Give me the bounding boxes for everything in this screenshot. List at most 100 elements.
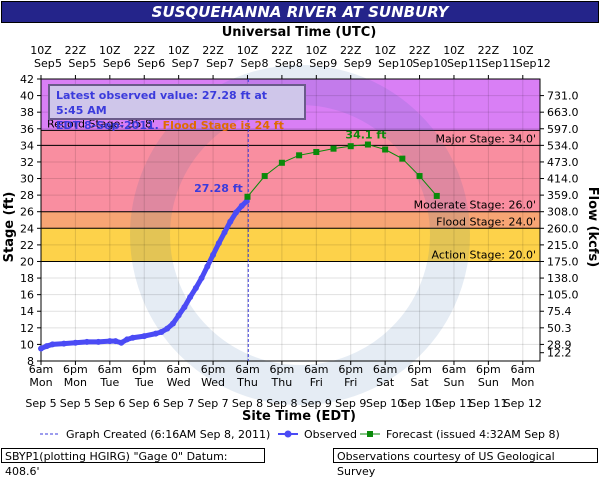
top-tick-month-0: Sep	[34, 57, 55, 70]
x-tick-time-24: 6am	[98, 363, 122, 376]
legend-observed-marker	[284, 430, 292, 438]
left-axis-title: Stage (ft)	[2, 192, 17, 263]
x-date-108: Sep 9	[335, 397, 366, 410]
stage-label-5: Action Stage: 20.0'	[432, 248, 536, 261]
plot-frame	[40, 78, 541, 362]
x-tick-day-144: Sun	[443, 376, 464, 389]
forecast-point-0	[244, 193, 251, 200]
top-tick-date-60: 7	[227, 57, 234, 70]
top-tick-time-96: 10Z	[306, 44, 328, 57]
observed-point-8	[112, 338, 119, 345]
stage-band-4	[41, 228, 540, 262]
flow-tick-label-20: 175.0	[547, 255, 579, 268]
y-tick-label-18: 18	[20, 272, 34, 285]
flow-tick-label-18: 138.0	[547, 272, 579, 285]
observed-point-28	[238, 202, 245, 209]
flow-tick-label-24: 260.0	[547, 222, 579, 235]
x-tick-time-72: 6am	[235, 363, 259, 376]
x-tick-day-156: Sun	[478, 376, 499, 389]
top-tick-month-48: Sep	[172, 57, 193, 70]
top-tick-month-24: Sep	[103, 57, 124, 70]
top-tick-date-144: 11	[468, 57, 482, 70]
flood-stage-note: Flood Stage is 24 ft	[162, 119, 284, 132]
x-date-144: Sep 11	[435, 397, 473, 410]
top-tick-month-108: Sep	[344, 57, 365, 70]
top-tick-month-84: Sep	[275, 57, 296, 70]
top-tick-time-36: 22Z	[133, 44, 155, 57]
x-tick-day-120: Sat	[376, 376, 395, 389]
top-tick-date-48: 7	[193, 57, 200, 70]
gage-datum-note: SBYP1(plotting HGIRG) "Gage 0" Datum: 40…	[1, 448, 265, 478]
y-tick-label-28: 28	[20, 189, 34, 202]
x-tick-day-60: Wed	[201, 376, 225, 389]
top-tick-date-36: 6	[158, 57, 165, 70]
y-tick-label-16: 16	[20, 289, 34, 302]
flow-tick-label-9: 12.2	[547, 347, 572, 360]
axis-ticks: 8101214161820222426283032343638404212.22…	[20, 44, 579, 410]
top-tick-date-24: 6	[124, 57, 131, 70]
top-tick-month-132: Sep	[413, 57, 434, 70]
y-tick-label-26: 26	[20, 206, 34, 219]
flow-tick-label-26: 308.0	[547, 206, 579, 219]
forecast-point-9	[399, 155, 406, 162]
observed-point-1	[43, 343, 50, 350]
chart-title: SUSQUEHANNA RIVER AT SUNBURY	[1, 1, 599, 23]
x-tick-day-0: Mon	[29, 376, 52, 389]
x-tick-time-84: 6pm	[270, 363, 295, 376]
latest-observation-line2: EDT 8-Sep-2011. Flood Stage is 24 ft	[56, 118, 298, 133]
legend-observed-label: Observed	[304, 428, 357, 441]
observed-point-12	[141, 333, 148, 340]
observed-point-13	[152, 330, 159, 337]
x-tick-time-156: 6pm	[476, 363, 501, 376]
y-tick-label-14: 14	[20, 305, 34, 318]
x-tick-time-0: 6am	[29, 363, 53, 376]
x-date-168: Sep 12	[504, 397, 542, 410]
top-tick-month-120: Sep	[378, 57, 399, 70]
top-tick-month-12: Sep	[68, 57, 89, 70]
observed-point-16	[169, 320, 176, 327]
forecast-peak-label: 34.1 ft	[345, 129, 386, 142]
x-tick-time-120: 6am	[373, 363, 397, 376]
x-tick-time-96: 6am	[304, 363, 328, 376]
x-date-48: Sep 7	[163, 397, 194, 410]
observed-point-4	[72, 339, 79, 346]
top-tick-month-144: Sep	[447, 57, 468, 70]
observed-point-23	[210, 251, 217, 258]
y-tick-label-20: 20	[20, 255, 34, 268]
observed-point-24	[215, 240, 222, 247]
flow-tick-label-12: 50.3	[547, 322, 572, 335]
flow-tick-label-10: 28.9	[547, 338, 572, 351]
latest-observation-line1: Latest observed value: 27.28 ft at 5:45 …	[56, 89, 268, 117]
flow-tick-label-22: 215.0	[547, 239, 579, 252]
usgs-credit: Observations courtesy of US Geological S…	[333, 448, 598, 478]
latest-observation-box: Latest observed value: 27.28 ft at 5:45 …	[48, 84, 306, 132]
observed-point-21	[198, 275, 205, 282]
x-tick-day-108: Fri	[344, 376, 357, 389]
observed-point-2	[49, 341, 56, 348]
top-tick-date-156: 11	[502, 57, 516, 70]
y-tick-label-8: 8	[27, 355, 34, 368]
flow-tick-label-40: 731.0	[547, 90, 579, 103]
x-date-120: Sep 10	[366, 397, 404, 410]
flow-tick-label-28: 359.0	[547, 189, 579, 202]
top-tick-time-24: 10Z	[99, 44, 121, 57]
x-date-24: Sep 6	[94, 397, 125, 410]
x-date-156: Sep 11	[469, 397, 507, 410]
x-tick-time-48: 6am	[166, 363, 190, 376]
top-tick-time-0: 10Z	[30, 44, 52, 57]
observed-point-27	[233, 209, 240, 216]
y-tick-label-30: 30	[20, 173, 34, 186]
top-tick-month-36: Sep	[137, 57, 158, 70]
observed-point-15	[164, 325, 171, 332]
x-tick-time-108: 6pm	[338, 363, 363, 376]
forecast-point-10	[416, 173, 423, 180]
stage-band-3	[41, 211, 540, 229]
x-date-132: Sep 10	[400, 397, 438, 410]
observed-point-26	[227, 218, 234, 225]
axis-labels: Record Stage: 35.8' Major Stage: 34.0' Mod…	[47, 117, 536, 261]
x-tick-day-72: Thu	[236, 376, 258, 389]
stage-label-0: Record Stage: 35.8'	[47, 117, 155, 130]
top-tick-month-60: Sep	[206, 57, 227, 70]
x-date-60: Sep 7	[197, 397, 228, 410]
y-tick-label-38: 38	[20, 106, 34, 119]
